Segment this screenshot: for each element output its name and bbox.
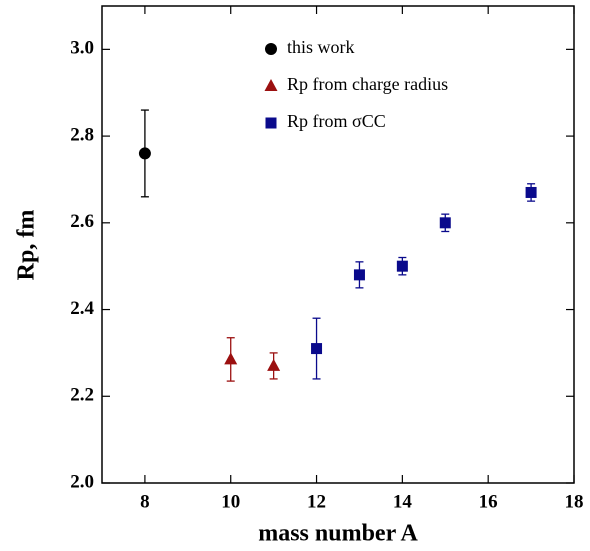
y-axis-title: Rp, fm [14, 210, 40, 281]
point [353, 269, 365, 281]
legend-label: Rp from charge radius [287, 74, 448, 94]
point [267, 358, 281, 371]
legend-marker [265, 117, 277, 129]
legend-label: Rp from σCC [287, 111, 386, 131]
x-tick-label: 10 [221, 491, 240, 512]
x-axis-title: mass number A [258, 521, 418, 547]
point [525, 186, 537, 198]
legend-marker [264, 79, 278, 91]
point [311, 343, 323, 355]
y-tick-label: 2.8 [70, 124, 94, 145]
point [224, 352, 238, 365]
y-tick-label: 2.6 [70, 211, 94, 232]
legend-marker [265, 43, 277, 55]
point [396, 260, 408, 272]
legend-label: this work [287, 37, 355, 57]
y-tick-label: 3.0 [70, 38, 94, 59]
y-tick-label: 2.4 [70, 298, 94, 319]
x-tick-label: 18 [565, 491, 584, 512]
point [138, 147, 151, 160]
x-tick-label: 8 [140, 491, 150, 512]
y-tick-label: 2.2 [70, 385, 94, 406]
y-tick-label: 2.0 [70, 471, 94, 492]
x-tick-label: 16 [479, 491, 498, 512]
x-tick-label: 14 [393, 491, 413, 512]
x-tick-label: 12 [307, 491, 326, 512]
plot-frame [101, 5, 575, 484]
point [439, 217, 451, 229]
